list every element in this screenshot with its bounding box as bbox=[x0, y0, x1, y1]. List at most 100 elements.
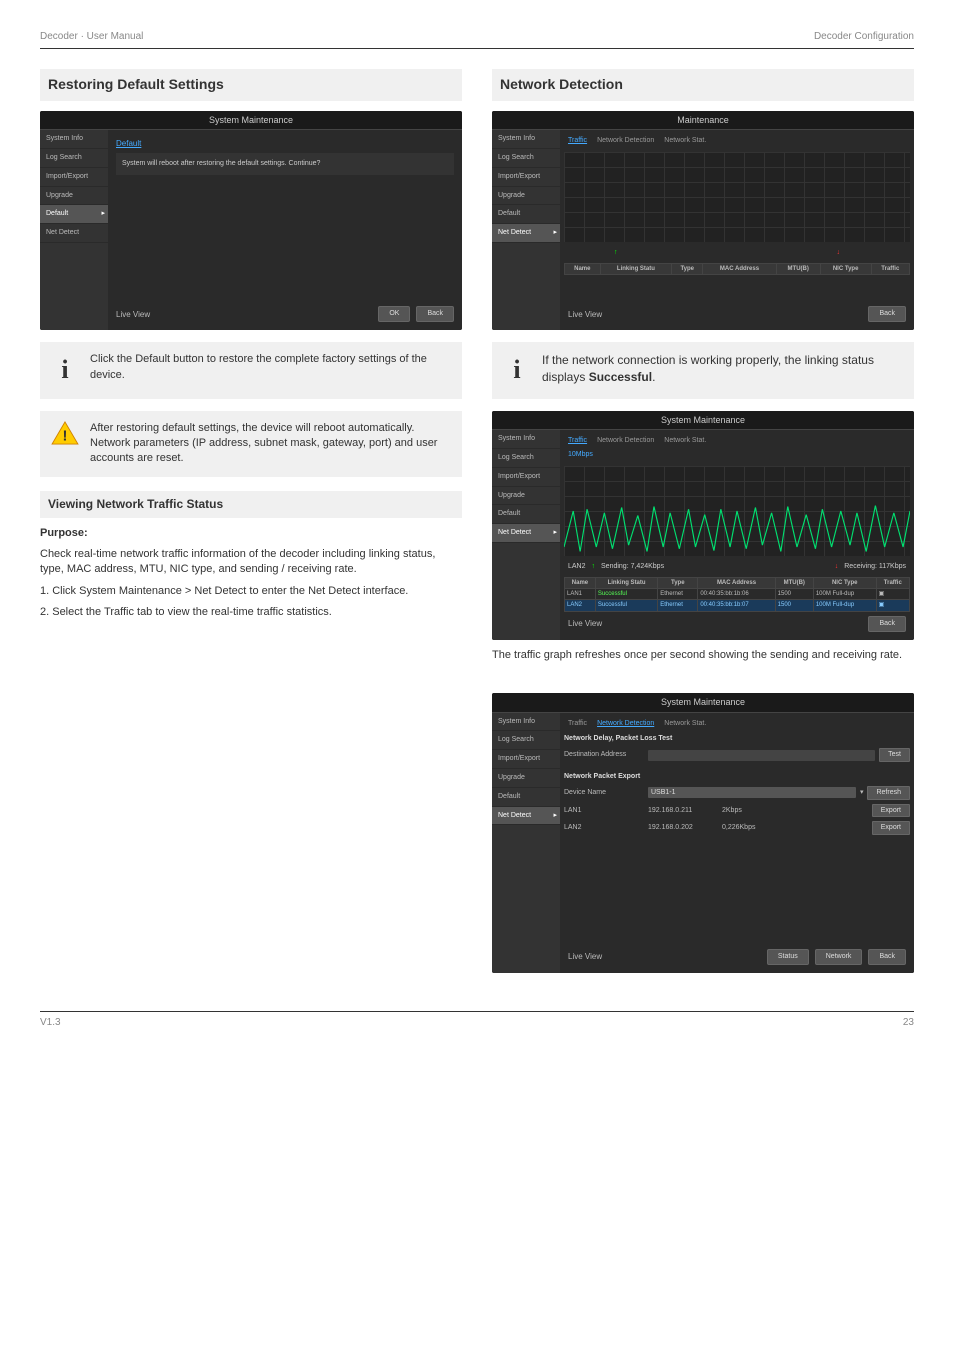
screenshot-traffic-data: System Maintenance System Info Log Searc… bbox=[492, 411, 914, 640]
screenshot-traffic-empty: Maintenance System Info Log Search Impor… bbox=[492, 111, 914, 331]
tab-netdetect[interactable]: Network Detection bbox=[597, 136, 654, 146]
page-header: Decoder · User Manual Decoder Configurat… bbox=[40, 30, 914, 44]
footer-left: V1.3 bbox=[40, 1016, 61, 1030]
devname-label: Device Name bbox=[564, 788, 644, 798]
sidebar-item[interactable]: Import/Export bbox=[492, 168, 560, 187]
info-icon: i bbox=[502, 352, 532, 388]
receiving-label: Receiving: 117Kbps bbox=[844, 562, 906, 572]
dest-input[interactable] bbox=[648, 750, 875, 761]
tab-traffic[interactable]: Traffic bbox=[568, 436, 587, 446]
sidebar-item[interactable]: Net Detect bbox=[40, 224, 108, 243]
tab-netdetect[interactable]: Network Detection bbox=[597, 719, 654, 729]
th: Name bbox=[565, 263, 601, 274]
default-link[interactable]: Default bbox=[116, 138, 454, 149]
sidebar-item[interactable]: Log Search bbox=[492, 731, 560, 750]
ss3-sidebar: System Info Log Search Import/Export Upg… bbox=[492, 430, 560, 639]
dropdown-icon[interactable]: ▾ bbox=[860, 788, 864, 798]
note2-text: If the network connection is working pro… bbox=[542, 352, 904, 386]
back-button[interactable]: Back bbox=[868, 306, 906, 322]
sidebar-item-default[interactable]: Default bbox=[40, 205, 108, 224]
refresh-button[interactable]: Refresh bbox=[867, 786, 910, 800]
footer-right: 23 bbox=[903, 1016, 914, 1030]
back-button[interactable]: Back bbox=[416, 306, 454, 322]
lan-label: LAN2 bbox=[568, 562, 586, 572]
tab-netstat[interactable]: Network Stat. bbox=[664, 436, 706, 446]
sidebar-item[interactable]: Default bbox=[492, 788, 560, 807]
sidebar-item[interactable]: Upgrade bbox=[492, 487, 560, 506]
top-rule bbox=[40, 48, 914, 49]
table-row-selected[interactable]: LAN2 Successful Ethernet 00:40:35:bb:1b:… bbox=[565, 600, 910, 611]
sidebar-item[interactable]: Import/Export bbox=[40, 168, 108, 187]
network-button[interactable]: Network bbox=[815, 949, 863, 965]
sidebar-item[interactable]: System Info bbox=[492, 430, 560, 449]
sidebar-item[interactable]: Default bbox=[492, 205, 560, 224]
export-button[interactable]: Export bbox=[872, 804, 910, 818]
table-row[interactable]: LAN1 Successful Ethernet 00:40:35:bb:1b:… bbox=[565, 588, 910, 599]
sidebar-item[interactable]: Import/Export bbox=[492, 750, 560, 769]
ss1-title: System Maintenance bbox=[40, 111, 462, 131]
subsection-traffic: Viewing Network Traffic Status bbox=[40, 491, 462, 518]
th: Traffic bbox=[871, 263, 909, 274]
sidebar-item[interactable]: System Info bbox=[40, 130, 108, 149]
sending-label: Sending: 7,424Kbps bbox=[601, 562, 664, 572]
ss4-sidebar: System Info Log Search Import/Export Upg… bbox=[492, 713, 560, 973]
tab-netstat[interactable]: Network Stat. bbox=[664, 136, 706, 146]
caution-box: ! After restoring default settings, the … bbox=[40, 411, 462, 477]
status-button[interactable]: Status bbox=[767, 949, 809, 965]
tab-netstat[interactable]: Network Stat. bbox=[664, 719, 706, 729]
back-button[interactable]: Back bbox=[868, 616, 906, 632]
sidebar-item[interactable]: Log Search bbox=[492, 449, 560, 468]
svg-text:!: ! bbox=[63, 428, 68, 444]
info-icon: i bbox=[50, 352, 80, 388]
step1: 1. Click System Maintenance > Net Detect… bbox=[40, 584, 462, 599]
sidebar-item-netdetect[interactable]: Net Detect bbox=[492, 807, 560, 826]
right-column: Network Detection Maintenance System Inf… bbox=[492, 69, 914, 981]
liveview-label[interactable]: Live View bbox=[568, 309, 602, 320]
sidebar-item-netdetect[interactable]: Net Detect bbox=[492, 224, 560, 243]
sidebar-item[interactable]: Import/Export bbox=[492, 468, 560, 487]
arrow-down-icon: ↓ bbox=[837, 248, 841, 258]
caution-text: After restoring default settings, the de… bbox=[90, 421, 452, 467]
devname-select[interactable]: USB1-1 bbox=[648, 787, 856, 798]
arrow-down-icon: ↓ bbox=[835, 562, 839, 572]
lan-row: LAN1 192.168.0.211 2Kbps Export bbox=[564, 804, 910, 818]
ss1-sidebar: System Info Log Search Import/Export Upg… bbox=[40, 130, 108, 330]
sidebar-item-netdetect[interactable]: Net Detect bbox=[492, 524, 560, 543]
liveview-label[interactable]: Live View bbox=[568, 618, 602, 629]
para-after-ss3: The traffic graph refreshes once per sec… bbox=[492, 648, 914, 663]
sidebar-item[interactable]: Upgrade bbox=[492, 187, 560, 206]
tab-traffic[interactable]: Traffic bbox=[568, 136, 587, 146]
caution-icon: ! bbox=[50, 421, 80, 445]
sidebar-item[interactable]: Log Search bbox=[40, 149, 108, 168]
export-button[interactable]: Export bbox=[872, 821, 910, 835]
confirm-message: System will reboot after restoring the d… bbox=[116, 153, 454, 175]
header-right: Decoder Configuration bbox=[814, 30, 914, 44]
tab-traffic[interactable]: Traffic bbox=[568, 719, 587, 729]
chart-legend: ↑ ↓ bbox=[564, 246, 910, 260]
sidebar-item[interactable]: Default bbox=[492, 505, 560, 524]
traffic-chart-empty bbox=[564, 152, 910, 242]
ss2-title: Maintenance bbox=[492, 111, 914, 131]
tab-netdetect[interactable]: Network Detection bbox=[597, 436, 654, 446]
page-footer: V1.3 23 bbox=[40, 1016, 914, 1030]
ss2-sidebar: System Info Log Search Import/Export Upg… bbox=[492, 130, 560, 330]
th: Type bbox=[672, 263, 703, 274]
note1-text: Click the Default button to restore the … bbox=[90, 352, 452, 383]
sidebar-item[interactable]: Upgrade bbox=[492, 769, 560, 788]
sidebar-item[interactable]: System Info bbox=[492, 130, 560, 149]
nic-table: Name Linking Statu Type MAC Address MTU(… bbox=[564, 577, 910, 612]
test-button[interactable]: Test bbox=[879, 748, 910, 762]
sidebar-item[interactable]: Log Search bbox=[492, 149, 560, 168]
sidebar-item[interactable]: Upgrade bbox=[40, 187, 108, 206]
liveview-label[interactable]: Live View bbox=[116, 309, 150, 320]
liveview-label[interactable]: Live View bbox=[568, 951, 602, 962]
traffic-chart bbox=[564, 466, 910, 556]
chart-max-label: 10Mbps bbox=[564, 448, 910, 462]
ok-button[interactable]: OK bbox=[378, 306, 410, 322]
back-button[interactable]: Back bbox=[868, 949, 906, 965]
sidebar-item[interactable]: System Info bbox=[492, 713, 560, 732]
th: MTU(B) bbox=[776, 263, 820, 274]
screenshot-netdetection: System Maintenance System Info Log Searc… bbox=[492, 693, 914, 973]
section-title-restore: Restoring Default Settings bbox=[40, 69, 462, 101]
th: Linking Statu bbox=[600, 263, 672, 274]
